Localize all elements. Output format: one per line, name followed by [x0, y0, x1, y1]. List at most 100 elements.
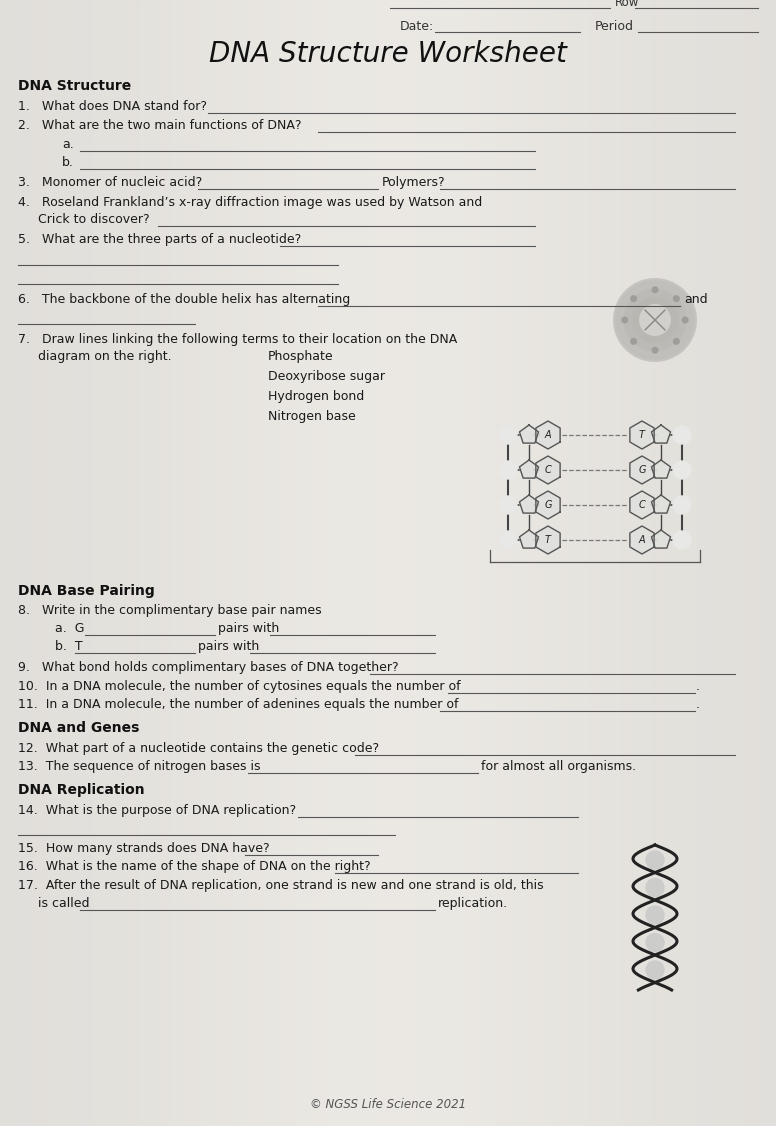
Circle shape	[623, 288, 687, 351]
Bar	[140, 0, 155, 1126]
Circle shape	[646, 878, 664, 896]
Circle shape	[646, 906, 664, 924]
Text: Row: Row	[615, 0, 639, 9]
Polygon shape	[652, 461, 670, 479]
Bar	[217, 0, 233, 1126]
Text: 16.  What is the name of the shape of DNA on the right?: 16. What is the name of the shape of DNA…	[18, 860, 371, 873]
Text: T: T	[639, 430, 645, 440]
Polygon shape	[519, 461, 539, 479]
Bar	[497, 0, 512, 1126]
Circle shape	[499, 461, 517, 479]
Circle shape	[646, 933, 664, 951]
Text: 3.   Monomer of nucleic acid?: 3. Monomer of nucleic acid?	[18, 176, 203, 189]
Bar	[729, 0, 745, 1126]
Text: 2.   What are the two main functions of DNA?: 2. What are the two main functions of DN…	[18, 119, 302, 132]
Text: Crick to discover?: Crick to discover?	[18, 213, 150, 226]
Bar	[109, 0, 124, 1126]
Bar	[621, 0, 636, 1126]
Circle shape	[646, 960, 664, 978]
Text: 4.   Roseland Frankland’s x-ray diffraction image was used by Watson and: 4. Roseland Frankland’s x-ray diffractio…	[18, 196, 482, 209]
Polygon shape	[519, 530, 539, 548]
Text: G: G	[638, 465, 646, 475]
Text: 8.   Write in the complimentary base pair names: 8. Write in the complimentary base pair …	[18, 604, 321, 617]
Bar	[78, 0, 93, 1126]
Text: 12.  What part of a nucleotide contains the genetic code?: 12. What part of a nucleotide contains t…	[18, 742, 379, 756]
Bar	[31, 0, 47, 1126]
Circle shape	[639, 304, 671, 336]
Circle shape	[615, 280, 695, 360]
Bar	[248, 0, 264, 1126]
Bar	[295, 0, 310, 1126]
Polygon shape	[652, 495, 670, 513]
Bar	[667, 0, 683, 1126]
Bar	[419, 0, 435, 1126]
Bar	[745, 0, 760, 1126]
Text: 1.   What does DNA stand for?: 1. What does DNA stand for?	[18, 100, 207, 113]
Bar	[574, 0, 590, 1126]
Text: A: A	[545, 430, 551, 440]
Circle shape	[652, 347, 659, 354]
Circle shape	[652, 286, 659, 293]
Text: DNA Base Pairing: DNA Base Pairing	[18, 584, 154, 598]
Circle shape	[622, 316, 629, 323]
Bar	[512, 0, 528, 1126]
Text: C: C	[639, 500, 646, 510]
Text: DNA Structure: DNA Structure	[18, 79, 131, 93]
Bar	[16, 0, 31, 1126]
Bar	[93, 0, 109, 1126]
Text: © NGSS Life Science 2021: © NGSS Life Science 2021	[310, 1098, 466, 1111]
Text: is called: is called	[18, 897, 89, 910]
Bar	[202, 0, 217, 1126]
Text: diagram on the right.: diagram on the right.	[18, 350, 171, 363]
Circle shape	[673, 426, 691, 444]
Text: 15.  How many strands does DNA have?: 15. How many strands does DNA have?	[18, 842, 269, 855]
Text: 11.  In a DNA molecule, the number of adenines equals the number of: 11. In a DNA molecule, the number of ade…	[18, 698, 459, 711]
Text: 6.   The backbone of the double helix has alternating: 6. The backbone of the double helix has …	[18, 293, 350, 306]
Polygon shape	[536, 456, 560, 484]
Bar	[760, 0, 776, 1126]
Bar	[543, 0, 559, 1126]
Circle shape	[673, 461, 691, 479]
Bar	[372, 0, 388, 1126]
Bar	[310, 0, 326, 1126]
Circle shape	[673, 295, 680, 302]
Bar	[62, 0, 78, 1126]
Text: DNA and Genes: DNA and Genes	[18, 721, 140, 735]
Text: 10.  In a DNA molecule, the number of cytosines equals the number of: 10. In a DNA molecule, the number of cyt…	[18, 680, 461, 692]
Circle shape	[673, 531, 691, 549]
Bar	[683, 0, 698, 1126]
Polygon shape	[630, 421, 654, 449]
Circle shape	[632, 297, 678, 343]
Bar	[124, 0, 140, 1126]
Text: Deoxyribose sugar: Deoxyribose sugar	[268, 370, 385, 383]
Bar	[357, 0, 372, 1126]
Text: 9.   What bond holds complimentary bases of DNA together?: 9. What bond holds complimentary bases o…	[18, 661, 399, 674]
Circle shape	[682, 316, 689, 323]
Text: DNA Structure Worksheet: DNA Structure Worksheet	[209, 41, 567, 68]
Text: .: .	[696, 680, 700, 692]
Bar	[233, 0, 248, 1126]
Bar	[435, 0, 450, 1126]
Text: DNA Replication: DNA Replication	[18, 783, 144, 797]
Circle shape	[613, 278, 697, 361]
Bar	[155, 0, 171, 1126]
Bar	[590, 0, 605, 1126]
Text: a.  G: a. G	[55, 622, 85, 635]
Bar	[636, 0, 652, 1126]
Bar	[698, 0, 714, 1126]
Polygon shape	[630, 526, 654, 554]
Text: Nitrogen base: Nitrogen base	[268, 410, 355, 423]
Text: .: .	[696, 698, 700, 711]
Text: T: T	[545, 535, 551, 545]
Circle shape	[499, 426, 517, 444]
Bar	[279, 0, 295, 1126]
Polygon shape	[519, 425, 539, 444]
Circle shape	[499, 495, 517, 513]
Polygon shape	[536, 526, 560, 554]
Bar	[171, 0, 186, 1126]
Text: pairs with: pairs with	[218, 622, 279, 635]
Bar	[450, 0, 466, 1126]
Bar	[404, 0, 419, 1126]
Bar	[47, 0, 62, 1126]
Circle shape	[673, 338, 680, 345]
